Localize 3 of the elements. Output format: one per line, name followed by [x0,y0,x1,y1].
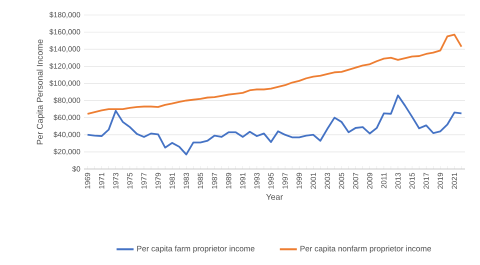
x-axis-title: Year [266,194,283,200]
y-axis-title: Per Capita Personal Income [36,39,44,144]
line-series [86,94,462,156]
